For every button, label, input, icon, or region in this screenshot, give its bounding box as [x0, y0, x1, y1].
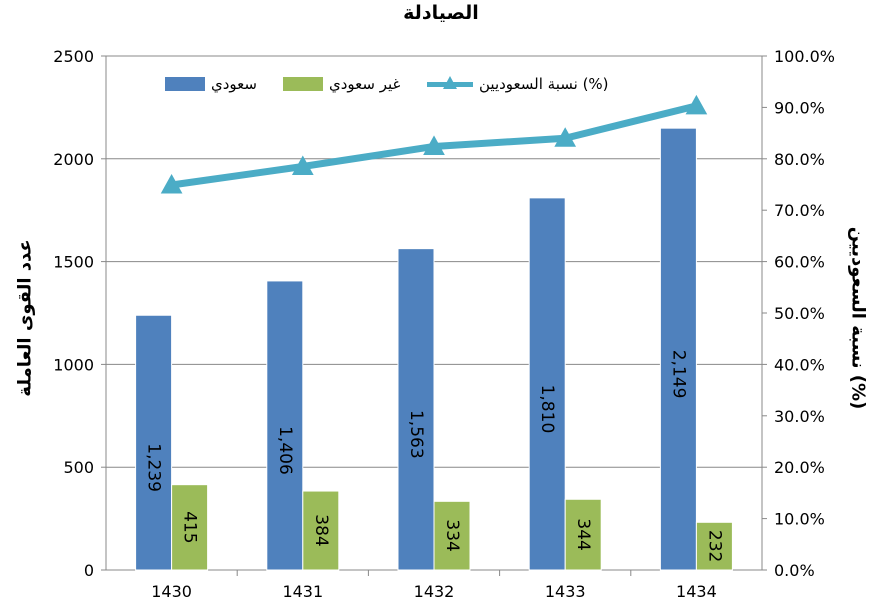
y-tick-label-right: 20.0% [774, 458, 825, 477]
y-axis-title-left: عدد القوى العاملة [14, 239, 36, 397]
bar [695, 521, 733, 571]
legend: سعودي غير سعودي نسبة السعوديين (%) [165, 72, 675, 96]
bar [302, 490, 340, 571]
legend-swatch-saudi [165, 77, 205, 91]
data-label: 1,810 [537, 385, 557, 434]
y-tick-label-left: 2000 [53, 150, 94, 169]
y-tick-label-left: 1000 [53, 355, 94, 374]
data-label: 384 [311, 514, 331, 546]
data-label: 1,239 [144, 443, 164, 492]
line-point-marker [291, 155, 314, 176]
x-tick-label: 1431 [282, 582, 323, 601]
bar [433, 500, 471, 571]
legend-item-ratio: نسبة السعوديين (%) [427, 72, 609, 96]
x-tick-label: 1430 [151, 582, 192, 601]
y-tick-label-right: 80.0% [774, 150, 825, 169]
data-label: 344 [573, 518, 593, 550]
y-tick-label-right: 40.0% [774, 355, 825, 374]
x-tick-label: 1434 [676, 582, 717, 601]
legend-label-ratio: نسبة السعوديين (%) [479, 75, 609, 93]
line-point-marker [554, 127, 577, 147]
y-tick-label-right: 100.0% [774, 47, 835, 66]
y-tick-label-left: 0 [84, 561, 94, 580]
legend-item-non-saudi: غير سعودي [283, 72, 400, 96]
y-tick-label-right: 30.0% [774, 407, 825, 426]
y-tick-label-right: 10.0% [774, 510, 825, 529]
bar [564, 498, 602, 571]
bar [528, 197, 566, 571]
line-point-marker [160, 173, 183, 194]
data-label: 1,406 [275, 426, 295, 475]
y-tick-label-right: 90.0% [774, 98, 825, 117]
bar [135, 314, 173, 571]
bar [171, 484, 209, 571]
data-label: 415 [180, 511, 200, 543]
data-label: 334 [442, 519, 462, 551]
legend-label-non-saudi: غير سعودي [329, 75, 401, 93]
x-tick-label: 1432 [414, 582, 455, 601]
y-tick-label-left: 1500 [53, 253, 94, 272]
y-tick-label-right: 60.0% [774, 253, 825, 272]
x-tick-label: 1433 [545, 582, 586, 601]
legend-swatch-non-saudi [283, 77, 323, 91]
bar [266, 280, 304, 571]
bar [397, 248, 435, 571]
data-label: 2,149 [668, 350, 688, 399]
data-label: 1,563 [406, 410, 426, 459]
y-axis-title-right: نسبة السعوديين (%) [847, 226, 869, 410]
line-point-marker [685, 94, 708, 115]
legend-item-saudi: سعودي [165, 72, 257, 96]
bar [659, 127, 697, 571]
y-tick-label-right: 0.0% [774, 561, 815, 580]
line-point-marker [423, 135, 445, 155]
legend-label-saudi: سعودي [211, 75, 257, 93]
legend-line-ratio [427, 76, 473, 91]
y-tick-label-left: 500 [63, 458, 94, 477]
data-label: 232 [704, 530, 724, 562]
y-tick-label-right: 70.0% [774, 201, 825, 220]
y-tick-label-right: 50.0% [774, 304, 825, 323]
chart-title: الصيادلة [403, 2, 479, 24]
y-tick-label-left: 2500 [53, 47, 94, 66]
